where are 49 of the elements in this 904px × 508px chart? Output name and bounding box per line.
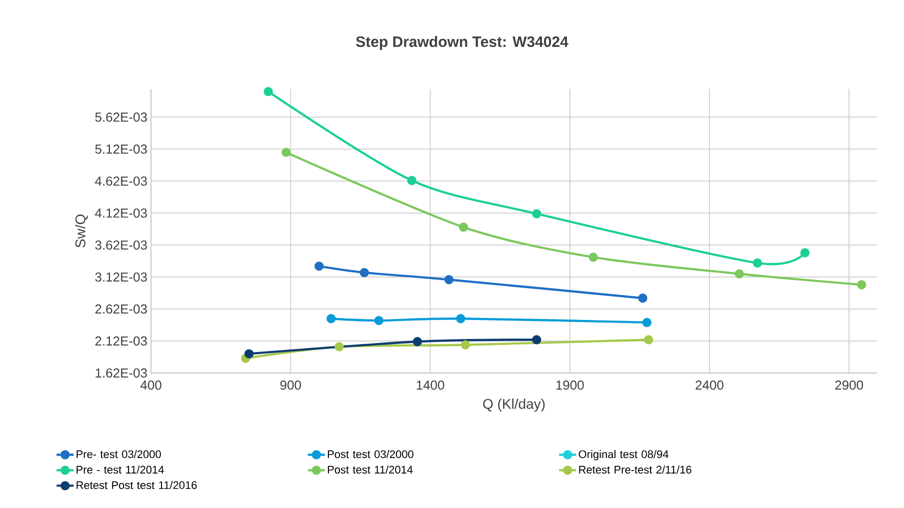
x-axis-title: Q (Kl/day) — [483, 398, 545, 412]
legend-label: Retest Post test 11/2016 — [76, 480, 197, 490]
point — [588, 252, 598, 262]
point — [407, 176, 416, 186]
point — [456, 314, 466, 324]
y-tick-label: 5.12E-03 — [95, 144, 147, 154]
point — [334, 342, 344, 352]
x-tick-label: 900 — [280, 380, 301, 390]
y-tick-label: 3.62E-03 — [95, 240, 147, 250]
legend-label: Post test 11/2014 — [328, 466, 413, 474]
point — [444, 275, 454, 284]
point — [282, 148, 291, 157]
legend-label: Retest Pre-test 2/11/16 — [579, 466, 692, 474]
point — [800, 248, 810, 258]
y-tick-label: 2.12E-03 — [95, 336, 147, 346]
point — [644, 335, 654, 344]
point — [532, 335, 542, 344]
x-tick-label: 2900 — [835, 380, 864, 390]
point — [734, 269, 744, 278]
y-tick-label: 4.62E-03 — [95, 176, 147, 186]
chart-title: Step Drawdown Test: W34024 — [356, 36, 568, 50]
y-axis-title: Sw/Q — [75, 214, 88, 248]
point — [458, 222, 468, 232]
point — [460, 340, 470, 350]
x-tick-label: 1400 — [416, 380, 444, 390]
point — [642, 318, 652, 328]
point — [244, 349, 254, 358]
legend-label: Pre- test 03/2000 — [76, 450, 161, 458]
point — [374, 316, 384, 326]
point — [314, 262, 324, 271]
x-tick-label: 1900 — [556, 380, 584, 390]
point — [264, 86, 273, 96]
y-tick-label: 1.62E-03 — [96, 368, 147, 378]
y-tick-label: 3.12E-03 — [95, 272, 147, 282]
y-tick-label: 5.62E-03 — [95, 112, 147, 122]
point — [360, 268, 369, 278]
legend-label: Post test 03/2000 — [328, 450, 414, 458]
y-tick-label: 2.62E-03 — [95, 304, 147, 314]
point — [412, 337, 422, 346]
point — [752, 258, 762, 268]
x-tick-label: 400 — [140, 380, 162, 390]
point — [532, 209, 542, 218]
legend-label: Pre - test 11/2014 — [76, 466, 164, 474]
y-tick-label: 4.12E-03 — [95, 208, 147, 218]
point — [638, 294, 648, 303]
legend-label: Original test 08/94 — [578, 450, 668, 460]
point — [326, 314, 336, 324]
x-tick-label: 2400 — [696, 380, 724, 390]
point — [857, 280, 866, 290]
